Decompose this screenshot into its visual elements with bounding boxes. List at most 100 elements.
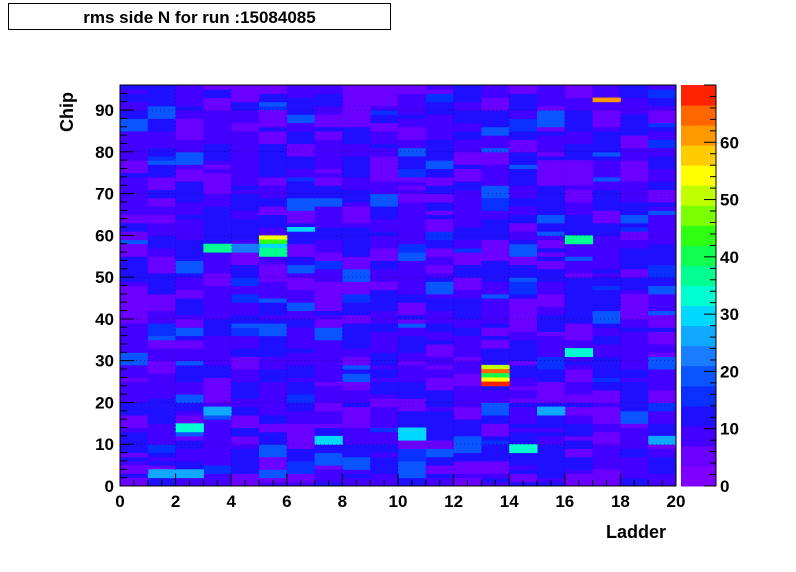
heatmap-cell — [564, 118, 594, 124]
heatmap-cell — [537, 118, 566, 128]
heatmap-cell — [648, 214, 677, 228]
heatmap-cell — [286, 89, 316, 99]
heatmap-cell — [314, 381, 343, 387]
heatmap-cell — [314, 444, 343, 454]
heatmap-cell — [231, 348, 260, 353]
heatmap-cell — [203, 252, 232, 261]
heatmap-cell — [537, 105, 566, 111]
heatmap-cell — [481, 210, 510, 220]
heatmap-cell — [314, 185, 343, 199]
heatmap-cell — [425, 410, 455, 416]
heatmap-cell — [231, 323, 260, 328]
heatmap-cell — [370, 114, 399, 124]
heatmap-cell — [592, 181, 621, 190]
heatmap-cell — [231, 252, 260, 266]
heatmap-cell — [259, 126, 288, 132]
heatmap-cell — [175, 89, 204, 103]
y-tick-label: 10 — [95, 435, 114, 454]
heatmap-cell — [342, 348, 371, 358]
heatmap-cell — [398, 427, 427, 441]
heatmap-cell — [231, 139, 260, 149]
heatmap-cell — [259, 423, 288, 433]
heatmap-cell — [314, 139, 343, 149]
color-bar-segment — [681, 145, 716, 166]
heatmap-cell — [398, 272, 427, 286]
heatmap-cell — [453, 431, 482, 437]
heatmap-cell — [537, 444, 566, 458]
heatmap-cell — [398, 85, 427, 94]
heatmap-cell — [509, 147, 538, 153]
heatmap-cell — [231, 227, 260, 232]
heatmap-cell — [175, 469, 204, 479]
heatmap-cell — [398, 243, 427, 253]
heatmap-cell — [453, 105, 482, 111]
color-bar-segment — [681, 85, 716, 106]
heatmap-cell — [314, 327, 343, 341]
heatmap-cell — [537, 406, 566, 416]
heatmap-cell — [175, 394, 204, 403]
heatmap-cell — [453, 456, 482, 462]
heatmap-cell — [175, 440, 204, 445]
heatmap-cell — [370, 444, 399, 454]
heatmap-cell — [342, 302, 371, 312]
heatmap-cell — [620, 377, 649, 383]
heatmap-cell — [286, 423, 316, 429]
heatmap-cell — [203, 448, 232, 462]
heatmap-cell — [564, 435, 594, 441]
heatmap-cell — [120, 130, 149, 144]
heatmap-cell — [648, 327, 677, 332]
heatmap-cell — [481, 477, 510, 483]
heatmap-cell — [342, 256, 371, 270]
heatmap-cell — [314, 214, 343, 228]
heatmap-cell — [120, 231, 149, 241]
heatmap-cell — [453, 289, 482, 299]
heatmap-cell — [620, 201, 649, 215]
heatmap-cell — [120, 160, 149, 174]
heatmap-cell — [537, 239, 566, 249]
heatmap-cell — [147, 260, 177, 274]
heatmap-cell — [592, 143, 621, 153]
heatmap-cell — [509, 231, 538, 236]
heatmap-cell — [314, 172, 343, 178]
heatmap-cell — [481, 135, 510, 149]
heatmap-cell — [398, 385, 427, 399]
heatmap-cell — [231, 264, 260, 270]
heatmap-cell — [564, 469, 594, 474]
heatmap-cell — [537, 281, 566, 295]
heatmap-cell — [342, 469, 371, 474]
heatmap-cell — [370, 339, 399, 353]
y-tick-label: 90 — [95, 101, 114, 120]
heatmap-cell — [509, 139, 538, 149]
heatmap-cell — [231, 285, 260, 295]
heatmap-cell — [648, 122, 677, 128]
chart-title-box: rms side N for run :15084085 — [8, 3, 391, 30]
heatmap-cell — [592, 156, 621, 161]
heatmap-cell — [481, 85, 510, 99]
heatmap-cell — [564, 310, 594, 324]
heatmap-cell — [592, 176, 621, 182]
heatmap-cell — [398, 302, 427, 316]
heatmap-cell — [620, 277, 649, 286]
heatmap-cell — [203, 465, 232, 474]
heatmap-cell — [564, 85, 594, 99]
heatmap-cell — [147, 452, 177, 458]
heatmap-cell — [453, 114, 482, 124]
heatmap-cell — [564, 456, 594, 470]
heatmap-cell — [425, 302, 455, 312]
heatmap-cell — [231, 293, 260, 303]
x-tick-label: 20 — [667, 492, 686, 511]
heatmap-cell — [425, 477, 455, 483]
heatmap-cell — [537, 247, 566, 253]
heatmap-cell — [453, 277, 482, 291]
color-bar-segment — [681, 325, 716, 347]
heatmap-cell — [509, 469, 538, 474]
heatmap-cell — [342, 373, 371, 383]
heatmap-cell — [648, 252, 677, 266]
x-axis-label: Ladder — [606, 522, 666, 542]
heatmap-cell — [231, 268, 260, 278]
heatmap-cell — [147, 394, 177, 399]
heatmap-cell — [231, 381, 260, 391]
heatmap-cell — [175, 172, 204, 182]
heatmap-cell — [147, 398, 177, 412]
heatmap-cell — [453, 181, 482, 190]
